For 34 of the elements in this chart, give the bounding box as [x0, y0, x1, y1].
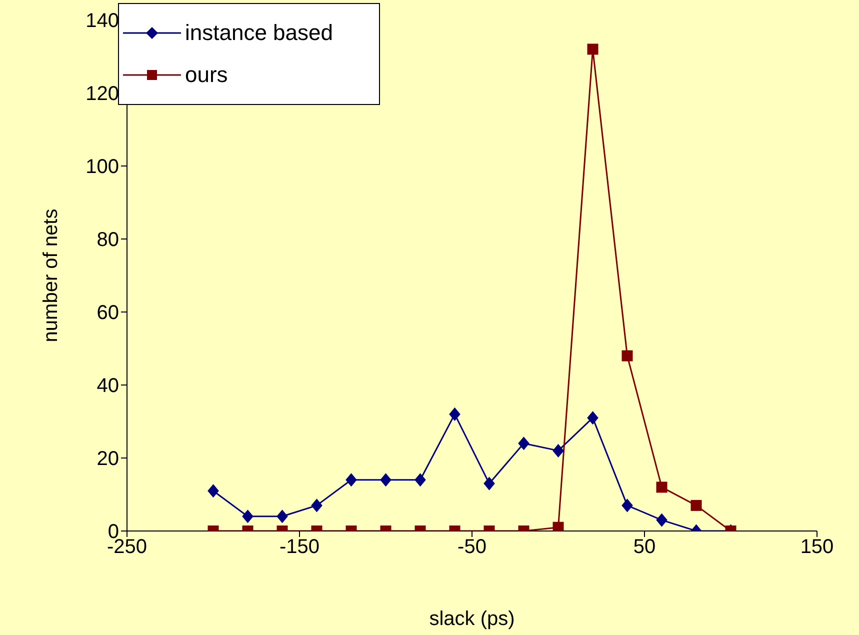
point: [518, 436, 530, 450]
y-tick-label: 140: [86, 10, 119, 32]
point: [346, 473, 357, 486]
y-tick-label: 100: [86, 156, 119, 178]
point: [587, 44, 598, 55]
point: [656, 514, 668, 527]
point: [276, 510, 288, 523]
point: [242, 510, 254, 523]
point: [552, 522, 564, 531]
point: [656, 482, 668, 493]
y-tick-label: 80: [96, 229, 119, 252]
point: [587, 411, 598, 424]
legend-label: ours: [185, 62, 228, 88]
y-tick-label: 40: [96, 375, 119, 398]
y-tick-label: 20: [96, 448, 119, 470]
x-tick-label: -50: [458, 536, 486, 558]
point: [622, 350, 633, 362]
point: [380, 473, 392, 486]
point: [622, 498, 633, 512]
y-axis-title: number of nets: [40, 208, 62, 342]
point: [311, 498, 322, 512]
point: [449, 408, 460, 421]
x-tick-label: 50: [633, 536, 656, 558]
point: [484, 477, 495, 490]
x-tick-label: 150: [800, 536, 834, 558]
point: [552, 444, 564, 458]
point: [690, 500, 702, 511]
y-tick-label: 120: [86, 83, 119, 106]
legend-label: instance based: [185, 20, 333, 46]
y-tick-label: 60: [96, 302, 119, 324]
point: [414, 473, 426, 486]
point: [208, 484, 219, 498]
x-axis-title: slack (ps): [429, 608, 515, 630]
x-tick-label: -150: [279, 536, 320, 558]
